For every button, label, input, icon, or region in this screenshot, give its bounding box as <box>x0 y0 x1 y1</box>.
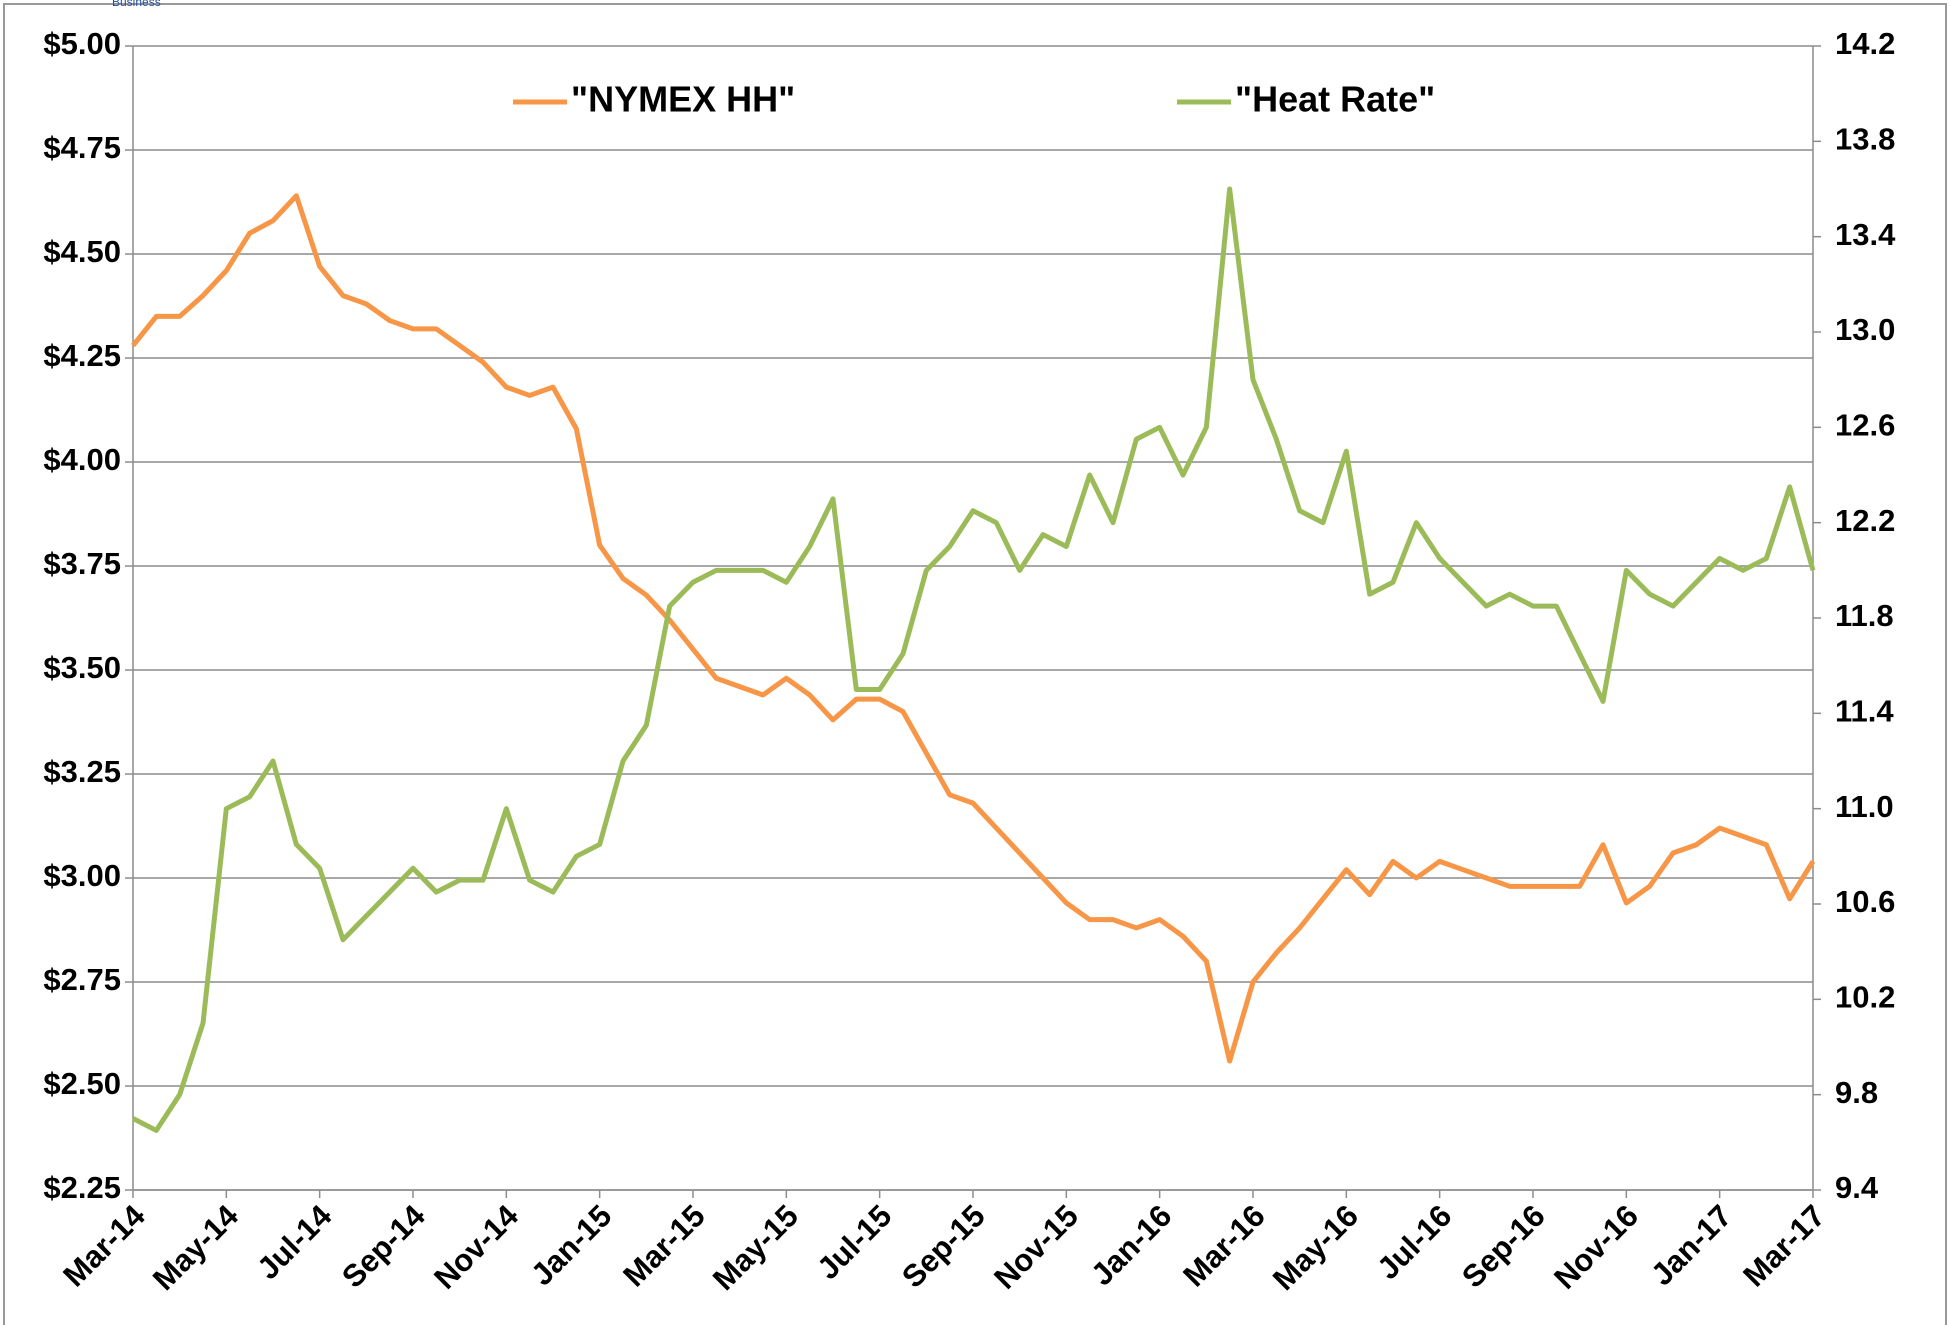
y2-tick-label: 13.8 <box>1835 122 1895 157</box>
y2-tick-label: 11.0 <box>1835 789 1894 824</box>
series-line <box>131 193 1816 1064</box>
y2-tick-label: 13.4 <box>1835 217 1896 252</box>
y2-tick-label: 14.2 <box>1835 26 1895 61</box>
y-tick-label: $5.00 <box>43 26 121 61</box>
x-tick-label: Jan-16 <box>1084 1198 1178 1292</box>
y2-tick-label: 13.0 <box>1835 312 1895 347</box>
y2-tick-label: 12.6 <box>1835 408 1895 443</box>
x-tick-label: Jul-16 <box>1370 1198 1458 1286</box>
x-tick-label: Nov-14 <box>427 1197 525 1295</box>
y2-tick-label: 11.4 <box>1835 694 1894 729</box>
x-tick-label: Jan-15 <box>524 1198 618 1292</box>
legend-label: "NYMEX HH" <box>571 79 795 120</box>
y-tick-label: $3.50 <box>43 650 121 685</box>
y2-tick-label: 10.2 <box>1835 980 1895 1015</box>
y-tick-label: $3.25 <box>43 754 121 789</box>
x-tick-label: May-16 <box>1266 1198 1365 1297</box>
watermark: Business <box>112 0 161 9</box>
legend-label: "Heat Rate" <box>1235 79 1435 120</box>
y-tick-label: $2.50 <box>43 1066 121 1101</box>
y-tick-label: $3.00 <box>43 858 121 893</box>
y-tick-label: $4.00 <box>43 442 121 477</box>
x-tick-label: Nov-15 <box>987 1198 1085 1296</box>
y-tick-label: $2.75 <box>43 962 121 997</box>
x-tick-label: Nov-16 <box>1547 1198 1645 1296</box>
y-tick-label: $2.25 <box>43 1170 121 1205</box>
y2-tick-label: 10.6 <box>1835 884 1895 919</box>
x-tick-label: Mar-14 <box>56 1197 152 1293</box>
x-tick-label: Sep-14 <box>335 1197 432 1294</box>
x-tick-label: Mar-17 <box>1736 1198 1831 1293</box>
y2-tick-label: 9.8 <box>1835 1075 1878 1110</box>
x-tick-label: May-15 <box>706 1198 805 1297</box>
x-tick-label: Mar-15 <box>616 1198 711 1293</box>
x-tick-label: Sep-16 <box>1455 1198 1552 1295</box>
x-tick-label: Jan-17 <box>1644 1198 1738 1292</box>
y2-tick-label: 11.8 <box>1835 598 1894 633</box>
series-line <box>131 186 1816 1133</box>
x-tick-label: May-14 <box>146 1197 246 1297</box>
x-tick-label: Mar-16 <box>1176 1198 1271 1293</box>
frame <box>3 3 1947 1325</box>
y-tick-label: $3.75 <box>43 546 121 581</box>
x-tick-label: Jul-15 <box>810 1198 898 1286</box>
y2-tick-label: 9.4 <box>1835 1170 1879 1205</box>
y-tick-label: $4.25 <box>43 338 121 373</box>
y2-tick-label: 12.2 <box>1835 503 1895 538</box>
x-tick-label: Sep-15 <box>895 1198 992 1295</box>
x-tick-label: Jul-14 <box>250 1197 339 1286</box>
y-tick-label: $4.75 <box>43 130 121 165</box>
y-tick-label: $4.50 <box>43 234 121 269</box>
